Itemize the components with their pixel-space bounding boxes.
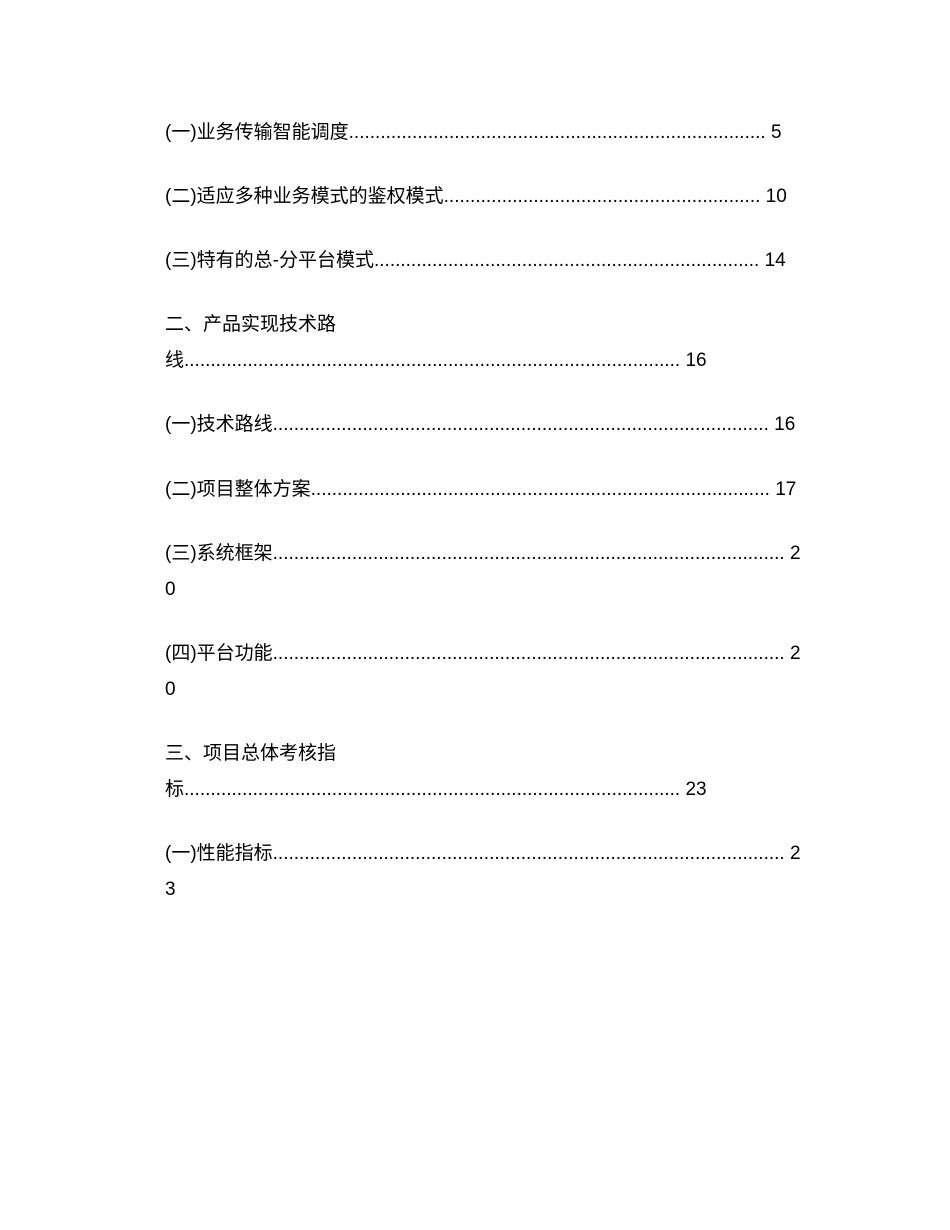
toc-container: (一)业务传输智能调度.............................… — [165, 115, 810, 908]
toc-entry: (三)特有的总-分平台模式...........................… — [165, 243, 810, 279]
toc-entry: (一)性能指标.................................… — [165, 836, 810, 908]
toc-entry: 二、产品实现技术路线..............................… — [165, 307, 810, 379]
toc-entry: (二)适应多种业务模式的鉴权模式........................… — [165, 179, 810, 215]
toc-entry: (三)系统框架.................................… — [165, 536, 810, 608]
toc-entry: (四)平台功能.................................… — [165, 636, 810, 708]
toc-entry: 三、项目总体考核指标..............................… — [165, 736, 810, 808]
toc-entry: (二)项目整体方案...............................… — [165, 472, 810, 508]
toc-entry: (一)技术路线.................................… — [165, 407, 810, 443]
toc-entry: (一)业务传输智能调度.............................… — [165, 115, 810, 151]
